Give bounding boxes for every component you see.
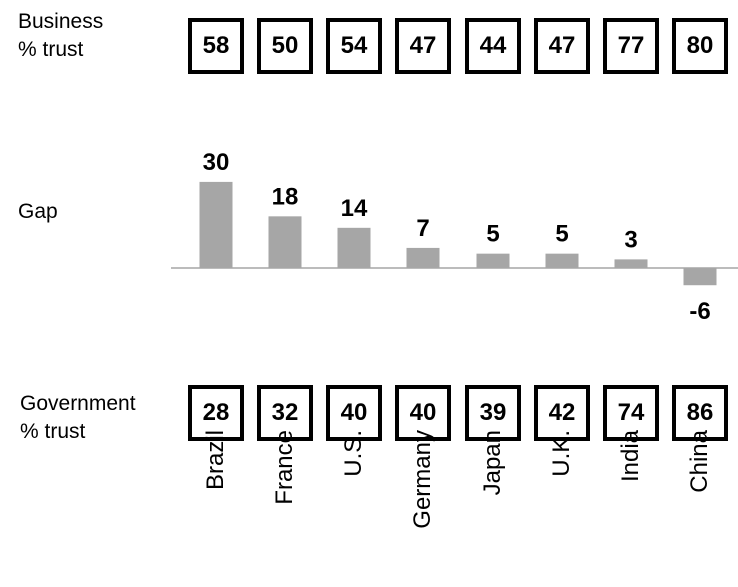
gap-bar	[199, 181, 233, 268]
country-label: U.K.	[548, 430, 575, 477]
government-trust-value: 40	[395, 385, 451, 441]
government-trust-value: 86	[672, 385, 728, 441]
gap-value-label: 5	[486, 221, 499, 248]
gap-value-label: -6	[689, 298, 710, 325]
government-label-line2: % trust	[20, 420, 86, 443]
gap-bar	[476, 253, 510, 268]
gap-value-label: 30	[203, 149, 230, 176]
business-trust-value: 54	[326, 18, 382, 74]
government-trust-value: 39	[465, 385, 521, 441]
business-trust-value: 44	[465, 18, 521, 74]
gap-bar	[406, 247, 440, 268]
business-trust-value: 58	[188, 18, 244, 74]
gap-bar	[545, 253, 579, 268]
country-label: India	[617, 430, 644, 483]
government-label-line1: Government	[20, 392, 136, 415]
gap-value-label: 18	[272, 183, 299, 210]
gap-bar	[614, 259, 648, 268]
gap-bar	[337, 227, 371, 268]
country-label: U.S.	[340, 430, 367, 477]
government-trust-value: 40	[326, 385, 382, 441]
country-label: Brazil	[202, 430, 229, 491]
gap-bar	[683, 268, 717, 286]
country-label: France	[271, 430, 298, 505]
country-label: China	[686, 430, 713, 493]
government-row-label: Government % trust	[20, 390, 136, 446]
government-trust-value: 74	[603, 385, 659, 441]
business-trust-value: 47	[534, 18, 590, 74]
government-trust-value: 28	[188, 385, 244, 441]
business-row-label: Business % trust	[18, 8, 103, 64]
gap-value-label: 5	[555, 221, 568, 248]
country-label: Germany	[409, 430, 436, 529]
business-label-line1: Business	[18, 10, 104, 33]
government-trust-value: 32	[257, 385, 313, 441]
business-trust-value: 47	[395, 18, 451, 74]
gap-value-label: 7	[416, 215, 429, 242]
government-trust-value: 42	[534, 385, 590, 441]
business-label-line2: % trust	[18, 38, 84, 61]
country-label: Japan	[479, 430, 506, 496]
gap-value-label: 14	[341, 195, 368, 222]
business-trust-value: 77	[603, 18, 659, 74]
gap-value-label: 3	[624, 226, 637, 253]
business-trust-value: 50	[257, 18, 313, 74]
gap-row-label: Gap	[18, 200, 58, 223]
gap-bar	[268, 216, 302, 268]
business-trust-value: 80	[672, 18, 728, 74]
